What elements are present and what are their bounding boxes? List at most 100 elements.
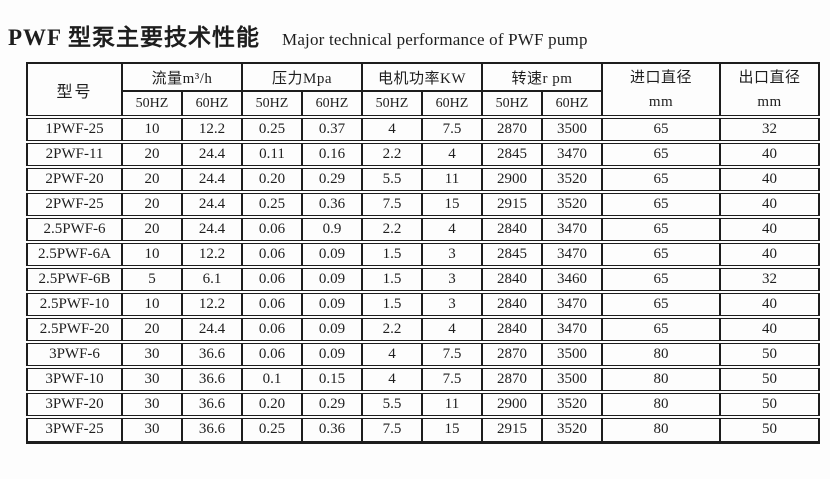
value-cell: 0.09 xyxy=(301,315,363,344)
subheader-flow-50hz: 50HZ xyxy=(121,90,183,118)
value-cell: 36.6 xyxy=(181,390,243,419)
value-cell: 65 xyxy=(601,265,722,294)
value-cell: 0.1 xyxy=(241,365,303,394)
value-cell: 3470 xyxy=(540,315,604,344)
value-cell: 0.06 xyxy=(241,215,303,244)
title-chinese: PWF 型泵主要技术性能 xyxy=(8,25,260,50)
table-row: 3PWF-25 30 36.6 0.25 0.36 7.5 15 2915 3520 80 50 xyxy=(26,415,821,444)
value-cell: 65 xyxy=(601,165,722,194)
value-cell: 4 xyxy=(361,340,423,369)
value-cell: 0.09 xyxy=(301,265,363,294)
col-header-model: 型号 xyxy=(26,62,123,118)
value-cell: 24.4 xyxy=(181,140,243,169)
value-cell: 30 xyxy=(121,390,183,419)
value-cell: 7.5 xyxy=(421,115,483,144)
value-cell: 30 xyxy=(121,415,183,444)
table-row: 2PWF-11 20 24.4 0.11 0.16 2.2 4 2845 3470 65 40 xyxy=(26,140,821,169)
value-cell: 80 xyxy=(601,390,722,419)
value-cell: 2.2 xyxy=(361,140,423,169)
value-cell: 65 xyxy=(601,190,722,219)
value-cell: 0.29 xyxy=(301,165,363,194)
table-header: 型号 流量m³/h 压力Mpa 电机功率KW 转速r pm 进口直径 mm 出口… xyxy=(26,62,821,118)
model-cell: 2.5PWF-20 xyxy=(26,315,123,344)
value-cell: 40 xyxy=(719,165,821,194)
model-cell: 3PWF-20 xyxy=(26,390,123,419)
value-cell: 20 xyxy=(121,315,183,344)
value-cell: 2870 xyxy=(481,340,543,369)
model-cell: 3PWF-10 xyxy=(26,365,123,394)
value-cell: 2840 xyxy=(481,290,543,319)
value-cell: 50 xyxy=(719,415,821,444)
value-cell: 65 xyxy=(601,140,722,169)
col-header-power: 电机功率KW xyxy=(361,62,483,92)
value-cell: 24.4 xyxy=(181,165,243,194)
value-cell: 3520 xyxy=(540,390,604,419)
value-cell: 0.06 xyxy=(241,315,303,344)
table-row: 2.5PWF-6B 5 6.1 0.06 0.09 1.5 3 2840 3460 65 32 xyxy=(26,265,821,294)
value-cell: 12.2 xyxy=(181,115,243,144)
value-cell: 0.06 xyxy=(241,240,303,269)
value-cell: 20 xyxy=(121,190,183,219)
value-cell: 7.5 xyxy=(421,340,483,369)
value-cell: 0.09 xyxy=(301,290,363,319)
value-cell: 2845 xyxy=(481,140,543,169)
value-cell: 5.5 xyxy=(361,165,423,194)
model-cell: 2PWF-11 xyxy=(26,140,123,169)
value-cell: 4 xyxy=(361,115,423,144)
value-cell: 3 xyxy=(421,265,483,294)
value-cell: 24.4 xyxy=(181,190,243,219)
value-cell: 6.1 xyxy=(181,265,243,294)
value-cell: 3470 xyxy=(540,290,604,319)
value-cell: 3520 xyxy=(540,165,604,194)
subheader-speed-50hz: 50HZ xyxy=(481,90,543,118)
value-cell: 50 xyxy=(719,390,821,419)
value-cell: 3470 xyxy=(540,215,604,244)
value-cell: 80 xyxy=(601,365,722,394)
value-cell: 36.6 xyxy=(181,415,243,444)
table-row: 3PWF-6 30 36.6 0.06 0.09 4 7.5 2870 3500 80 50 xyxy=(26,340,821,369)
value-cell: 40 xyxy=(719,315,821,344)
value-cell: 40 xyxy=(719,240,821,269)
value-cell: 36.6 xyxy=(181,365,243,394)
value-cell: 2870 xyxy=(481,365,543,394)
model-cell: 2PWF-20 xyxy=(26,165,123,194)
value-cell: 40 xyxy=(719,140,821,169)
value-cell: 12.2 xyxy=(181,240,243,269)
model-cell: 2.5PWF-6B xyxy=(26,265,123,294)
value-cell: 20 xyxy=(121,140,183,169)
model-cell: 3PWF-6 xyxy=(26,340,123,369)
value-cell: 3460 xyxy=(540,265,604,294)
outlet-diameter-label: 出口直径 xyxy=(738,69,801,86)
value-cell: 0.11 xyxy=(241,140,303,169)
value-cell: 3500 xyxy=(540,340,604,369)
value-cell: 7.5 xyxy=(421,365,483,394)
value-cell: 12.2 xyxy=(181,290,243,319)
value-cell: 3500 xyxy=(540,115,604,144)
value-cell: 10 xyxy=(121,240,183,269)
value-cell: 40 xyxy=(719,190,821,219)
table-row: 2.5PWF-6 20 24.4 0.06 0.9 2.2 4 2840 3470 65 40 xyxy=(26,215,821,244)
value-cell: 15 xyxy=(421,190,483,219)
value-cell: 7.5 xyxy=(361,190,423,219)
col-header-inlet-diameter: 进口直径 mm xyxy=(601,62,722,118)
value-cell: 0.25 xyxy=(241,115,303,144)
table-row: 3PWF-20 30 36.6 0.20 0.29 5.5 11 2900 3520 80 50 xyxy=(26,390,821,419)
table-body: 1PWF-25 10 12.2 0.25 0.37 4 7.5 2870 3500 65 32 2PW… xyxy=(26,115,821,444)
value-cell: 0.15 xyxy=(301,365,363,394)
value-cell: 5.5 xyxy=(361,390,423,419)
value-cell: 3520 xyxy=(540,190,604,219)
model-cell: 2.5PWF-6A xyxy=(26,240,123,269)
value-cell: 2845 xyxy=(481,240,543,269)
value-cell: 0.09 xyxy=(301,340,363,369)
subheader-power-50hz: 50HZ xyxy=(361,90,423,118)
table-row: 1PWF-25 10 12.2 0.25 0.37 4 7.5 2870 3500 65 32 xyxy=(26,115,821,144)
value-cell: 2.2 xyxy=(361,315,423,344)
value-cell: 24.4 xyxy=(181,215,243,244)
value-cell: 3 xyxy=(421,240,483,269)
value-cell: 2870 xyxy=(481,115,543,144)
value-cell: 30 xyxy=(121,340,183,369)
subheader-speed-60hz: 60HZ xyxy=(540,90,604,118)
model-cell: 1PWF-25 xyxy=(26,115,123,144)
value-cell: 0.20 xyxy=(241,390,303,419)
value-cell: 7.5 xyxy=(361,415,423,444)
